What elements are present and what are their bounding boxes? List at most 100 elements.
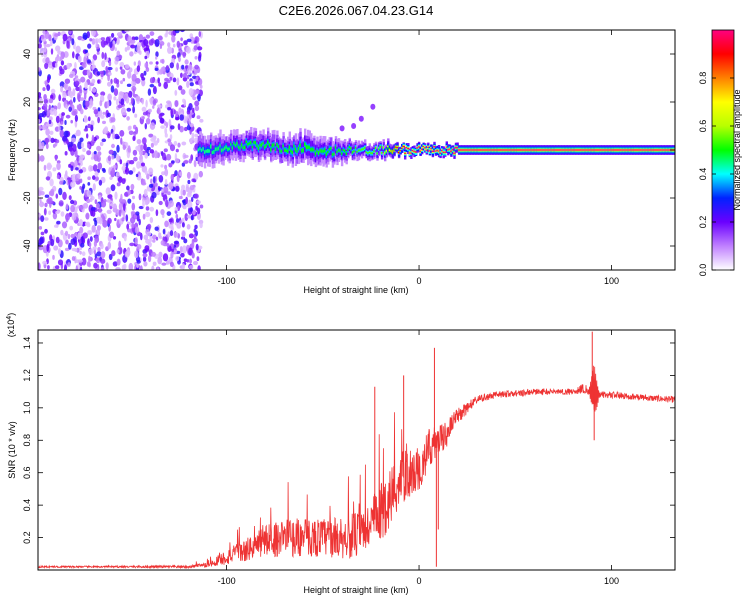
noise-speck xyxy=(118,209,122,217)
noise-speck xyxy=(163,186,169,194)
noise-speck xyxy=(177,205,180,210)
noise-speck xyxy=(186,74,190,80)
noise-speck xyxy=(119,66,123,70)
band-cell xyxy=(650,149,653,151)
noise-speck xyxy=(169,134,173,140)
noise-speck xyxy=(157,256,163,265)
noise-speck xyxy=(187,201,193,209)
noise-speck xyxy=(162,228,166,235)
noise-speck xyxy=(64,120,67,125)
noise-speck xyxy=(68,177,71,186)
noise-speck xyxy=(82,99,87,109)
band-cell xyxy=(328,148,331,151)
band-cell xyxy=(510,149,513,151)
signal-band xyxy=(197,127,675,169)
noise-speck xyxy=(79,186,82,190)
noise-speck xyxy=(161,262,167,266)
noise-speck xyxy=(111,155,115,160)
noise-speck xyxy=(179,246,183,253)
snr-y-axis-label: SNR (10 * v/v) xyxy=(7,421,17,479)
noise-speck xyxy=(155,236,159,241)
noise-speck xyxy=(90,156,94,160)
noise-speck xyxy=(90,30,96,37)
band-cell xyxy=(562,149,565,151)
band-cell xyxy=(576,149,579,151)
noise-speck xyxy=(112,261,118,267)
noise-speck xyxy=(99,141,104,147)
noise-speck xyxy=(194,133,199,138)
noise-speck xyxy=(141,78,146,87)
band-cell xyxy=(473,149,476,151)
noise-speck xyxy=(68,242,72,250)
spectrogram-y-tick-label: 0 xyxy=(22,147,32,152)
noise-speck xyxy=(164,168,169,177)
noise-speck xyxy=(117,104,123,109)
noise-speck xyxy=(97,79,100,84)
noise-speck xyxy=(45,57,50,64)
band-cell xyxy=(413,150,416,152)
noise-speck xyxy=(40,231,45,236)
noise-speck xyxy=(148,39,154,46)
band-cell xyxy=(425,149,428,151)
band-cell xyxy=(350,147,353,150)
noise-speck xyxy=(108,149,114,155)
noise-speck xyxy=(97,107,101,112)
band-cell xyxy=(615,149,618,151)
band-cell xyxy=(542,149,545,151)
noise-speck xyxy=(94,171,99,176)
band-cell xyxy=(622,149,626,151)
band-cell xyxy=(385,150,388,152)
noise-speck xyxy=(151,265,155,270)
noise-speck xyxy=(57,102,61,110)
noise-speck xyxy=(106,100,110,108)
noise-speck xyxy=(169,76,173,81)
band-cell xyxy=(442,151,445,153)
noise-speck xyxy=(180,188,183,197)
noise-speck xyxy=(188,247,193,256)
noise-speck xyxy=(69,225,74,231)
noise-speck xyxy=(86,69,91,76)
snr-y-tick-label: 1.2 xyxy=(22,369,32,382)
band-cell xyxy=(233,142,236,145)
noise-speck xyxy=(116,258,121,266)
noise-speck xyxy=(135,145,141,151)
band-cell xyxy=(594,149,598,151)
noise-speck xyxy=(152,86,157,95)
noise-speck xyxy=(154,67,159,72)
noise-speck xyxy=(116,182,121,187)
band-cell xyxy=(337,148,341,152)
noise-speck xyxy=(47,265,50,270)
band-cell xyxy=(265,144,268,147)
noise-speck xyxy=(158,82,162,87)
noise-speck xyxy=(173,140,178,146)
noise-speck xyxy=(136,65,141,72)
colorbar-tick-label: 0.8 xyxy=(698,72,708,85)
noise-speck xyxy=(155,56,158,60)
noise-speck xyxy=(55,139,60,144)
noise-speck xyxy=(72,88,76,97)
noise-speck xyxy=(194,224,198,230)
noise-speck xyxy=(174,30,180,34)
band-cell xyxy=(433,146,436,148)
noise-speck xyxy=(157,35,163,41)
noise-speck xyxy=(64,151,68,156)
band-cell xyxy=(307,145,310,150)
band-cell xyxy=(541,149,544,151)
noise-speck xyxy=(175,116,180,121)
noise-speck xyxy=(191,132,195,139)
noise-speck xyxy=(57,248,62,255)
noise-speck xyxy=(199,118,204,123)
band-cell xyxy=(656,149,659,151)
band-cell xyxy=(197,148,201,152)
noise-speck xyxy=(115,171,120,177)
noise-speck xyxy=(39,201,45,208)
noise-speck xyxy=(148,167,154,175)
noise-speck xyxy=(74,75,79,79)
noise-speck xyxy=(142,199,145,208)
noise-speck xyxy=(60,60,65,66)
noise-speck xyxy=(145,44,149,51)
noise-speck xyxy=(151,191,157,199)
band-cell xyxy=(379,145,382,148)
noise-speck xyxy=(135,77,141,84)
noise-speck xyxy=(87,59,91,64)
